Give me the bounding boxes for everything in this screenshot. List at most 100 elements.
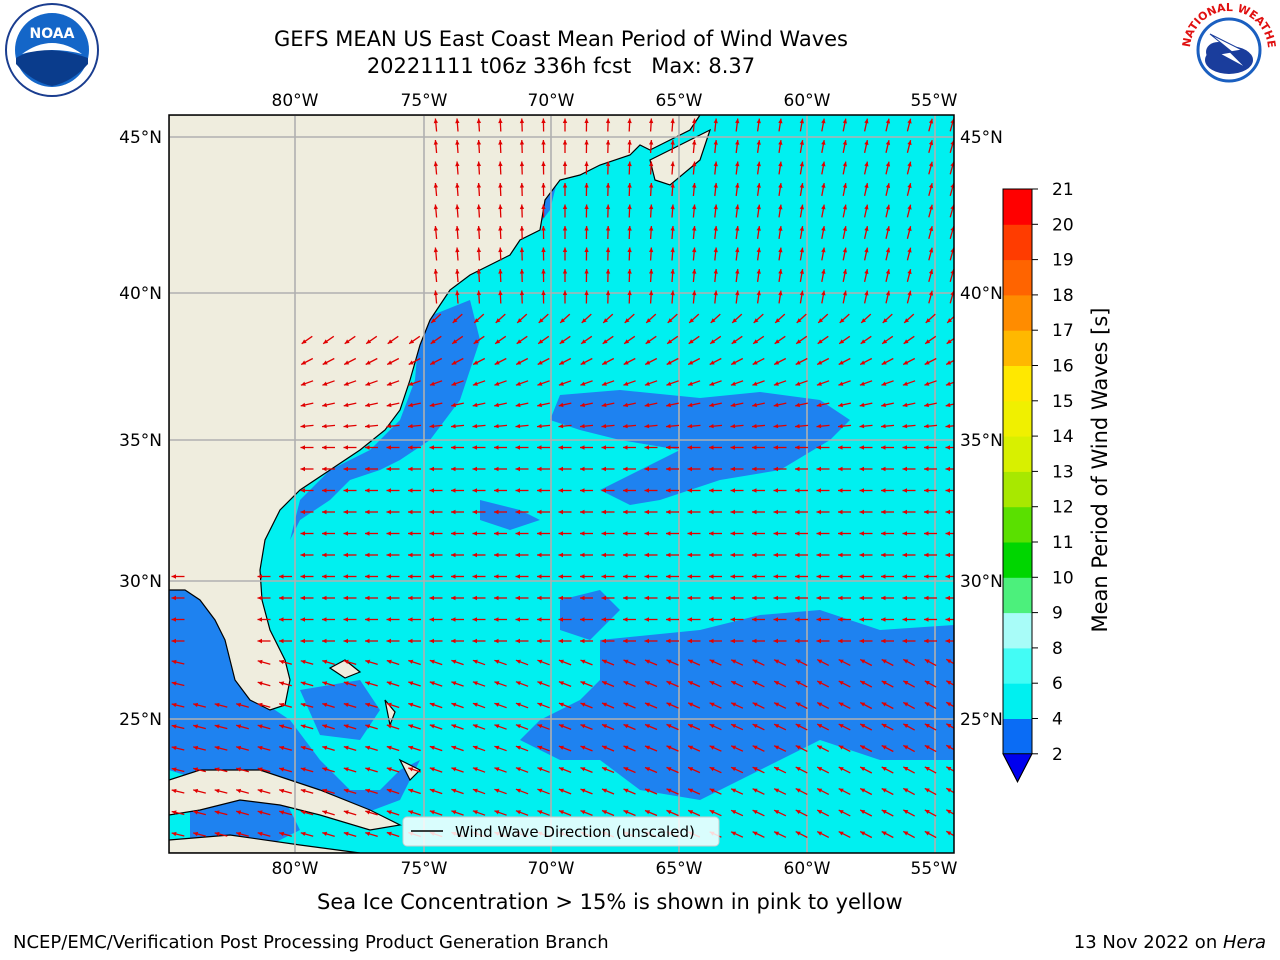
wave-arrow-head bbox=[817, 724, 823, 729]
wave-arrow-head bbox=[692, 161, 697, 167]
wave-arrow-head bbox=[774, 745, 780, 750]
wave-arrow-head bbox=[558, 531, 563, 536]
wave-arrow-head bbox=[709, 767, 715, 772]
wave-arrow-head bbox=[774, 788, 780, 793]
wave-arrow-head bbox=[795, 617, 800, 622]
wave-arrow-head bbox=[408, 509, 413, 515]
wave-arrow-head bbox=[476, 290, 482, 296]
wave-arrow-head bbox=[649, 118, 654, 124]
wave-arrow-head bbox=[386, 638, 391, 644]
wave-arrow-head bbox=[472, 574, 477, 579]
wave-arrow-head bbox=[343, 638, 348, 644]
wave-arrow-head bbox=[300, 767, 306, 772]
wave-arrow-head bbox=[451, 638, 456, 644]
wave-arrow-head bbox=[864, 204, 869, 210]
wave-arrow-head bbox=[881, 360, 887, 365]
wave-arrow-head bbox=[774, 724, 780, 729]
wave-arrow-head bbox=[903, 809, 909, 814]
wave-arrow-head bbox=[387, 360, 393, 365]
wave-arrow-head bbox=[519, 269, 525, 274]
wave-arrow-head bbox=[730, 381, 736, 386]
wave-arrow-head bbox=[279, 767, 285, 772]
wave-arrow-head bbox=[713, 226, 718, 231]
wave-arrow-head bbox=[859, 595, 864, 601]
wave-arrow-head bbox=[515, 659, 521, 664]
wave-arrow-head bbox=[928, 247, 934, 253]
left-lat-label: 25°N bbox=[119, 710, 162, 730]
wave-arrow-head bbox=[322, 681, 328, 686]
wave-arrow-head bbox=[773, 552, 778, 558]
wave-arrow-head bbox=[903, 766, 909, 771]
wave-arrow-head bbox=[644, 445, 649, 450]
wave-arrow-head bbox=[864, 118, 869, 124]
wave-arrow-head bbox=[451, 702, 457, 707]
wave-arrow-head bbox=[472, 724, 478, 729]
wave-arrow-head bbox=[584, 290, 589, 295]
wave-arrow-head bbox=[322, 724, 328, 729]
wave-arrow-head bbox=[732, 318, 737, 323]
wave-arrow-head bbox=[735, 247, 740, 253]
wave-arrow-head bbox=[842, 161, 847, 167]
wave-arrow-head bbox=[903, 788, 909, 793]
wave-arrow-head bbox=[645, 810, 650, 815]
wave-arrow-head bbox=[605, 161, 611, 167]
right-lat-label: 35°N bbox=[960, 431, 1003, 451]
wave-arrow-head bbox=[946, 809, 952, 814]
wave-arrow-head bbox=[821, 247, 826, 253]
wave-arrow-head bbox=[433, 161, 438, 167]
wave-arrow-head bbox=[666, 574, 671, 579]
wave-arrow-head bbox=[752, 681, 758, 686]
wave-arrow-head bbox=[645, 339, 651, 344]
wave-arrow-head bbox=[602, 788, 607, 793]
wave-arrow-head bbox=[799, 290, 804, 296]
wave-arrow-head bbox=[838, 702, 844, 707]
wave-arrow-head bbox=[193, 788, 199, 794]
wave-arrow-head bbox=[494, 617, 499, 622]
wave-arrow-head bbox=[386, 595, 391, 601]
wave-arrow-head bbox=[515, 574, 520, 579]
wave-arrow-head bbox=[692, 269, 697, 274]
wave-arrow-head bbox=[214, 810, 220, 815]
wave-arrow-head bbox=[709, 381, 715, 386]
wave-arrow-head bbox=[950, 140, 954, 146]
wave-arrow-head bbox=[494, 466, 499, 472]
wind-wave-direction-arrows bbox=[171, 118, 954, 839]
colorbar-tick-label: 17 bbox=[1052, 321, 1074, 341]
bottom-lon-label: 55°W bbox=[911, 859, 958, 879]
wave-arrow-head bbox=[778, 226, 783, 231]
wave-arrow-head bbox=[774, 767, 780, 772]
wave-arrow-head bbox=[452, 339, 458, 344]
colorbar-segment bbox=[1003, 400, 1032, 437]
wave-arrow-head bbox=[945, 552, 950, 558]
wave-arrow-head bbox=[257, 788, 263, 794]
wave-arrow-head bbox=[408, 360, 414, 365]
wave-arrow-head bbox=[752, 788, 758, 793]
wave-arrow-head bbox=[756, 290, 761, 296]
wave-arrow-head bbox=[623, 659, 629, 664]
wave-arrow-head bbox=[881, 810, 887, 814]
wave-arrow-head bbox=[842, 118, 847, 124]
wave-arrow-head bbox=[537, 659, 543, 664]
wave-arrow-head bbox=[756, 118, 761, 124]
wave-arrow-head bbox=[646, 318, 651, 323]
wave-arrow-head bbox=[408, 574, 413, 579]
wave-arrow-head bbox=[945, 466, 950, 472]
wave-arrow-head bbox=[537, 788, 543, 793]
wave-arrow-head bbox=[687, 531, 692, 536]
wave-arrow-head bbox=[907, 204, 912, 210]
wave-arrow-head bbox=[692, 183, 697, 188]
wave-arrow-head bbox=[605, 247, 611, 253]
colorbar-segment bbox=[1003, 718, 1032, 755]
wave-arrow-head bbox=[366, 339, 372, 344]
wave-arrow-head bbox=[950, 161, 954, 167]
wave-arrow-head bbox=[429, 724, 435, 729]
wave-arrow-head bbox=[495, 318, 501, 323]
wave-arrow-head bbox=[928, 204, 934, 210]
wave-arrow-head bbox=[950, 269, 954, 275]
wave-arrow-head bbox=[386, 445, 391, 450]
wave-arrow-head bbox=[623, 445, 628, 450]
wave-arrow-head bbox=[300, 402, 306, 408]
wave-arrow-head bbox=[773, 488, 778, 493]
wave-arrow-head bbox=[670, 140, 675, 145]
wave-arrow-head bbox=[451, 488, 456, 493]
